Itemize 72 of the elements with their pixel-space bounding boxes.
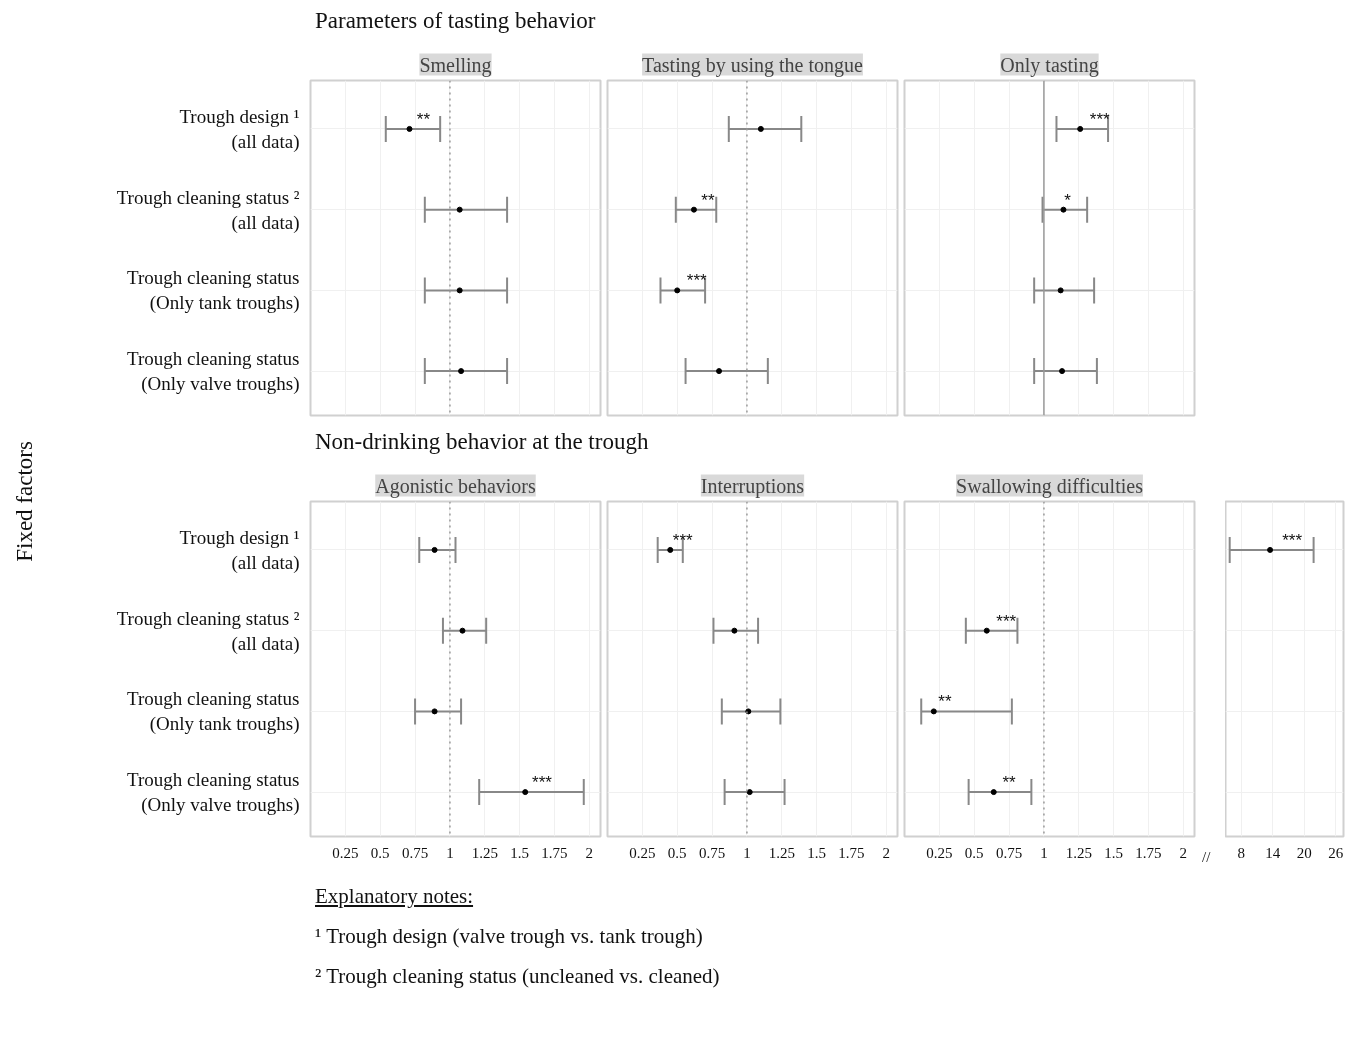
x-tick-label: 0.25 xyxy=(332,844,359,861)
text: Non-drinking behavior at the trough xyxy=(315,428,649,456)
x-tick-label: 0.5 xyxy=(370,844,390,861)
x-tick-label: 0.5 xyxy=(667,844,687,861)
annotation: * xyxy=(1064,190,1072,210)
chart-title: Only tasting xyxy=(1000,53,1099,77)
x-tick-label: 1.75 xyxy=(541,844,568,861)
point xyxy=(1060,206,1067,213)
point xyxy=(1077,125,1084,132)
chart-title: Tasting by using the tongue xyxy=(642,53,864,77)
y-tick-label: Trough design ¹ (all data) xyxy=(179,526,300,575)
point xyxy=(667,546,674,553)
text: // xyxy=(1202,848,1211,867)
annotation: ** xyxy=(701,190,715,210)
x-tick-label: 1.75 xyxy=(1135,844,1162,861)
y-tick-label: Trough cleaning status (Only valve troughs) xyxy=(127,769,300,817)
text: Explanatory notes: xyxy=(315,883,474,910)
y-tick-label: Trough cleaning status (Only tank troughs) xyxy=(127,267,300,315)
point xyxy=(716,368,723,375)
annotation: *** xyxy=(672,530,694,550)
x-tick-label: 26 xyxy=(1328,844,1344,861)
x-tick-label: 1 xyxy=(446,844,454,861)
point xyxy=(757,125,764,132)
point xyxy=(731,627,738,634)
y-tick-label: Trough cleaning status ² (all data) xyxy=(116,607,300,655)
x-tick-label: 8 xyxy=(1237,844,1245,861)
chart-title: Agonistic behaviors xyxy=(375,474,536,498)
annotation: *** xyxy=(532,773,553,793)
point xyxy=(674,287,681,294)
chart-title: Swallowing difficulties xyxy=(956,474,1144,498)
annotation: ** xyxy=(1002,773,1017,793)
annotation: *** xyxy=(1282,530,1303,550)
y-tick-label: Trough cleaning status (Only tank troughs) xyxy=(127,688,300,736)
text: Parameters of tasting behavior xyxy=(315,7,596,35)
x-tick-label: 1.5 xyxy=(1104,844,1124,861)
x-tick-label: 0.75 xyxy=(698,844,726,861)
x-tick-label: 2 xyxy=(585,844,594,861)
x-tick-label: 1.75 xyxy=(838,844,865,861)
point xyxy=(746,789,753,796)
x-tick-label: 1 xyxy=(743,844,751,861)
text: ² Trough cleaning status (uncleaned vs. cleaned) xyxy=(315,963,720,990)
point xyxy=(745,708,752,715)
chart-title: Interruptions xyxy=(700,474,805,498)
x-tick-label: 0.75 xyxy=(995,844,1023,861)
x-tick-label: 1 xyxy=(1040,844,1048,861)
y-tick-label: Trough design ¹ (all data) xyxy=(179,105,300,154)
x-tick-label: 2 xyxy=(1179,844,1188,861)
annotation: *** xyxy=(996,611,1017,631)
x-tick-label: 0.75 xyxy=(401,844,429,861)
x-tick-label: 14 xyxy=(1265,844,1281,861)
text: ¹ Trough design (valve trough vs. tank trough) xyxy=(315,923,703,950)
x-tick-label: 0.25 xyxy=(926,844,953,861)
point xyxy=(690,206,697,213)
x-tick-label: 20 xyxy=(1296,844,1312,861)
x-tick-label: 1.5 xyxy=(510,844,530,861)
y-axis-title: Fixed factors xyxy=(10,441,38,562)
x-tick-label: 1.25 xyxy=(471,844,498,861)
y-tick-label: Trough cleaning status ² (all data) xyxy=(116,186,300,234)
x-tick-label: 0.25 xyxy=(629,844,656,861)
x-tick-label: 0.5 xyxy=(964,844,984,861)
chart-title: Smelling xyxy=(419,53,492,77)
x-tick-label: 1.5 xyxy=(807,844,827,861)
y-tick-label: Trough cleaning status (Only valve troughs) xyxy=(127,348,300,396)
annotation: *** xyxy=(1089,109,1110,129)
x-tick-label: 1.25 xyxy=(1065,844,1092,861)
x-tick-label: 1.25 xyxy=(768,844,795,861)
point xyxy=(1059,368,1066,375)
annotation: ** xyxy=(938,692,952,712)
annotation: *** xyxy=(686,271,708,291)
annotation: ** xyxy=(416,109,431,129)
point xyxy=(1057,287,1064,294)
x-tick-label: 2 xyxy=(882,844,891,861)
